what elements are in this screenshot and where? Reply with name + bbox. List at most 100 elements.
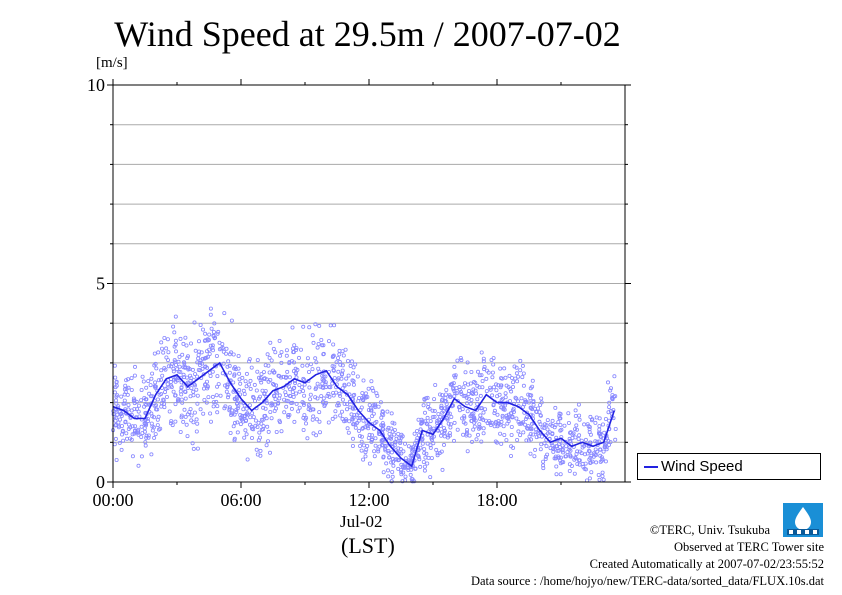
data-point	[577, 449, 582, 454]
data-point	[188, 394, 193, 399]
data-point	[164, 394, 169, 399]
footer-copyright: ©TERC, Univ. Tsukuba	[649, 523, 770, 537]
data-point	[410, 479, 415, 484]
data-point	[252, 398, 257, 403]
data-point	[204, 400, 209, 405]
data-point	[338, 393, 343, 398]
data-point	[582, 466, 587, 471]
data-point	[435, 418, 440, 423]
data-point	[226, 392, 231, 397]
data-point	[432, 414, 437, 419]
data-point	[345, 358, 350, 363]
data-point	[479, 373, 484, 378]
data-point	[510, 414, 515, 419]
data-point	[119, 394, 124, 399]
data-point	[390, 429, 395, 434]
data-point	[113, 375, 118, 380]
data-point	[394, 457, 399, 462]
data-point	[455, 399, 460, 404]
data-point	[391, 463, 396, 468]
data-point	[344, 376, 349, 381]
data-point	[381, 454, 386, 459]
data-point	[509, 432, 514, 437]
chart-title: Wind Speed at 29.5m / 2007-07-02	[114, 14, 621, 54]
data-point	[539, 442, 544, 447]
data-point	[297, 389, 302, 394]
data-point	[534, 427, 539, 432]
data-point	[442, 399, 447, 404]
data-point	[350, 405, 355, 410]
data-point	[343, 347, 348, 352]
data-point	[314, 433, 319, 438]
data-point	[511, 380, 516, 385]
data-point	[134, 399, 139, 404]
data-point	[232, 372, 237, 377]
data-point	[577, 417, 582, 422]
data-point	[422, 464, 427, 469]
data-point	[310, 333, 315, 338]
data-point	[596, 439, 601, 444]
data-point	[353, 422, 358, 427]
data-point	[589, 418, 594, 423]
data-point	[277, 374, 282, 379]
data-point	[152, 363, 157, 368]
data-point	[496, 421, 501, 426]
data-point	[577, 413, 582, 418]
data-point	[119, 411, 124, 416]
data-point	[594, 460, 599, 465]
data-point	[553, 422, 558, 427]
data-point	[509, 389, 514, 394]
data-point	[522, 402, 527, 407]
data-point	[390, 469, 395, 474]
data-point	[567, 462, 572, 467]
data-point	[344, 407, 349, 412]
data-point	[294, 346, 299, 351]
data-point	[469, 390, 474, 395]
data-point	[251, 415, 256, 420]
data-point	[210, 394, 215, 399]
data-point	[234, 409, 239, 414]
data-point	[253, 423, 258, 428]
data-point	[488, 385, 493, 390]
data-point	[279, 360, 284, 365]
data-point	[130, 432, 135, 437]
data-point	[518, 358, 523, 363]
data-point	[398, 439, 403, 444]
data-point	[126, 402, 131, 407]
data-point	[267, 370, 272, 375]
data-point	[196, 339, 201, 344]
data-point	[126, 407, 131, 412]
data-point	[538, 413, 543, 418]
data-point	[242, 435, 247, 440]
data-point	[481, 426, 486, 431]
data-point	[529, 437, 534, 442]
data-point	[328, 385, 333, 390]
data-point	[481, 367, 486, 372]
data-point	[114, 379, 119, 384]
data-point	[541, 463, 546, 468]
data-point	[428, 443, 433, 448]
data-point	[176, 369, 181, 374]
data-point	[385, 427, 390, 432]
data-point	[602, 430, 607, 435]
data-point	[477, 373, 482, 378]
data-point	[506, 419, 511, 424]
data-point	[440, 467, 445, 472]
data-point	[165, 382, 170, 387]
data-point	[516, 429, 521, 434]
data-point	[191, 420, 196, 425]
data-point	[544, 444, 549, 449]
data-point	[476, 426, 481, 431]
data-point	[295, 367, 300, 372]
data-point	[350, 417, 355, 422]
data-point	[232, 365, 237, 370]
data-point	[269, 403, 274, 408]
data-point	[504, 413, 509, 418]
data-point	[576, 402, 581, 407]
data-point	[548, 422, 553, 427]
data-point	[177, 364, 182, 369]
legend-swatch-wind-speed	[644, 466, 658, 468]
data-point	[414, 438, 419, 443]
data-point	[601, 477, 606, 482]
data-point	[597, 477, 602, 482]
